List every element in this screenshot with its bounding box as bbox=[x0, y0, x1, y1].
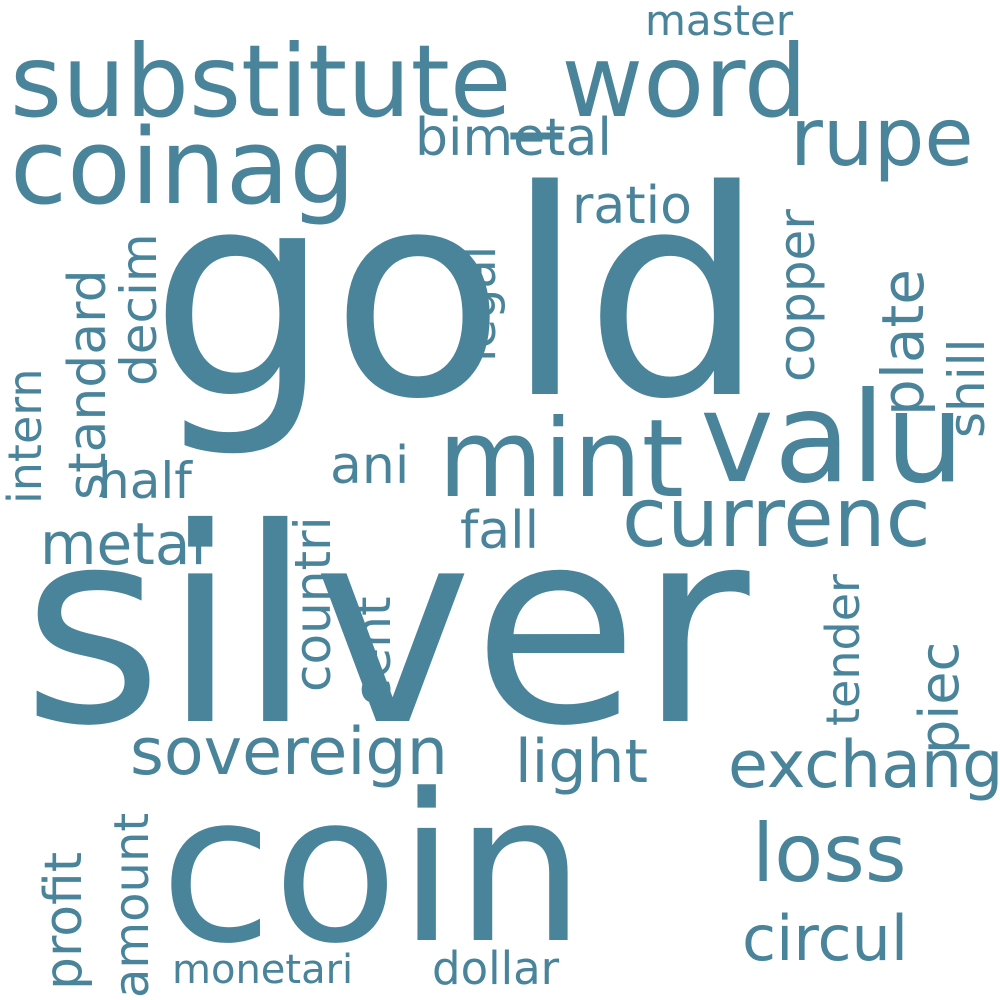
word-master: master bbox=[645, 0, 794, 45]
word-metal: metal bbox=[40, 510, 207, 578]
word-intern: intern bbox=[0, 368, 52, 504]
word-monetari: monetari bbox=[172, 947, 354, 993]
word-profit: profit bbox=[34, 851, 94, 990]
word-tender: tender bbox=[816, 574, 870, 726]
word-fall: fall bbox=[460, 501, 540, 561]
word-ratio: ratio bbox=[572, 176, 692, 236]
word-substitute-word: substitute_word bbox=[10, 23, 808, 140]
word-countri: countri bbox=[284, 516, 342, 692]
word-currenc: currenc bbox=[622, 471, 931, 566]
word-plate: plate bbox=[869, 269, 937, 416]
word-gold: gold bbox=[150, 130, 766, 462]
word-dollar: dollar bbox=[432, 942, 560, 995]
word-amount: amount bbox=[104, 812, 160, 998]
word-cent: cent bbox=[344, 596, 402, 706]
word-loss: loss bbox=[752, 807, 907, 900]
word-legal: legal bbox=[451, 245, 507, 362]
word-decim: decim bbox=[110, 233, 168, 386]
word-rupe: rupe bbox=[790, 91, 974, 184]
word-piec: piec bbox=[908, 641, 971, 754]
word-coin: coin bbox=[160, 751, 586, 989]
word-half: half bbox=[98, 452, 192, 510]
word-bimetal: bimetal bbox=[415, 108, 612, 168]
word-exchang: exchang bbox=[728, 728, 1000, 803]
word-coinag: coinag bbox=[10, 106, 356, 228]
word-mint: mint bbox=[438, 397, 685, 522]
word-standard: standard bbox=[58, 269, 118, 500]
word-copper: copper bbox=[768, 209, 826, 382]
word-sovereign: sovereign bbox=[130, 715, 448, 790]
word-silver: silver bbox=[22, 470, 750, 785]
word-ani: ani bbox=[330, 436, 410, 496]
word-light: light bbox=[515, 727, 648, 797]
word-valu: valu bbox=[700, 366, 965, 511]
word-circul: circul bbox=[742, 902, 909, 975]
word-shill: shill bbox=[938, 338, 996, 438]
